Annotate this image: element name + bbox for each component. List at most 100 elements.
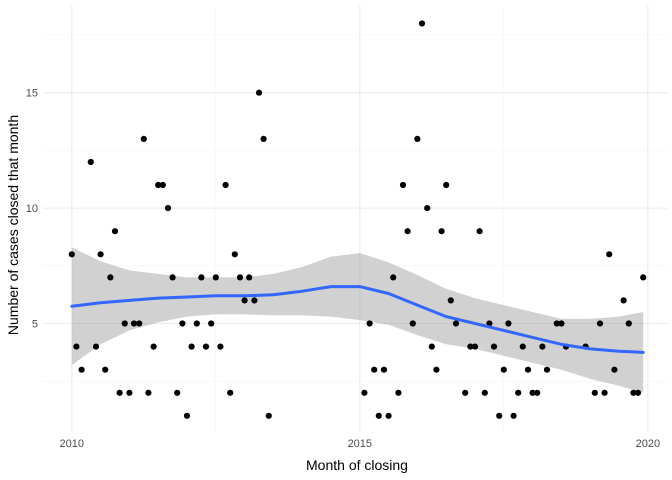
data-point	[164, 205, 172, 212]
data-point	[375, 412, 382, 419]
data-point	[222, 181, 229, 189]
data-point	[510, 412, 517, 419]
x-tick-label: 2020	[636, 438, 660, 450]
y-tick-label: 10	[26, 203, 38, 215]
data-point	[111, 228, 119, 235]
data-point	[116, 389, 123, 396]
data-point	[519, 343, 526, 350]
confidence-band-layer	[71, 247, 644, 393]
data-point	[395, 389, 402, 396]
data-point	[126, 389, 133, 396]
data-point	[174, 389, 181, 396]
data-point	[505, 320, 512, 327]
data-point	[481, 389, 488, 396]
data-point	[202, 343, 210, 350]
data-point	[606, 251, 613, 258]
data-point	[130, 320, 138, 327]
data-point	[188, 343, 195, 350]
data-point	[447, 297, 454, 304]
data-point	[361, 389, 368, 396]
data-point	[515, 389, 522, 396]
data-point	[424, 205, 431, 212]
data-point	[476, 228, 483, 235]
data-point	[390, 274, 397, 281]
data-point	[471, 343, 479, 350]
data-point	[601, 389, 608, 396]
data-point	[136, 320, 143, 327]
data-point	[534, 389, 541, 396]
data-point	[87, 158, 94, 166]
data-point	[198, 274, 205, 281]
data-point	[385, 412, 392, 419]
data-point	[438, 228, 445, 235]
data-point	[399, 181, 407, 189]
data-point	[107, 274, 114, 281]
data-point	[428, 343, 435, 350]
data-point	[179, 320, 186, 327]
data-point	[217, 343, 224, 350]
data-point	[145, 389, 152, 396]
data-point	[640, 274, 647, 281]
data-point	[366, 320, 373, 327]
data-point	[467, 343, 474, 350]
data-point	[169, 274, 176, 281]
data-point	[260, 135, 267, 142]
x-axis-title: Month of closing	[306, 457, 408, 473]
data-point	[102, 366, 109, 373]
data-point	[558, 320, 565, 327]
data-point	[246, 274, 253, 281]
data-point	[443, 181, 450, 189]
data-point	[630, 389, 637, 396]
data-point	[496, 412, 503, 419]
smooth-line-layer	[70, 285, 645, 354]
data-point	[150, 343, 157, 350]
data-point	[241, 297, 248, 304]
y-axis-title: Number of cases closed that month	[5, 115, 21, 335]
data-point	[121, 320, 128, 327]
data-point	[452, 320, 460, 327]
data-point	[251, 297, 258, 304]
y-tick-label: 5	[32, 319, 38, 331]
data-point	[433, 366, 440, 373]
data-point	[208, 320, 215, 327]
data-point	[596, 320, 604, 327]
data-point	[97, 251, 104, 258]
data-point	[68, 251, 75, 258]
data-point	[634, 389, 642, 396]
y-tick-label: 15	[26, 88, 38, 100]
data-point	[193, 320, 200, 327]
data-point	[155, 181, 162, 189]
data-point	[625, 320, 632, 327]
data-point	[265, 412, 272, 419]
data-point	[73, 343, 80, 350]
data-point	[231, 251, 238, 258]
data-point	[409, 320, 416, 327]
data-point	[212, 274, 219, 281]
tick-labels: 2010 2015 2020 5 10 15	[26, 88, 660, 450]
data-point	[524, 366, 532, 373]
data-point	[418, 20, 426, 27]
data-point	[414, 135, 421, 142]
data-point	[462, 389, 469, 396]
data-point	[255, 89, 263, 96]
data-point	[159, 181, 166, 189]
data-point	[380, 366, 388, 373]
data-point	[404, 228, 411, 235]
data-point	[92, 343, 100, 350]
data-point	[539, 343, 546, 350]
data-point	[227, 389, 234, 396]
confidence-band	[71, 247, 644, 393]
data-point	[78, 366, 85, 373]
data-point	[591, 389, 598, 396]
data-point	[543, 366, 551, 373]
data-point	[611, 366, 618, 373]
data-point	[553, 320, 560, 327]
data-point	[620, 297, 627, 304]
x-tick-label: 2010	[60, 438, 84, 450]
data-point	[140, 135, 147, 142]
smooth-trend-line	[70, 285, 645, 354]
data-point	[236, 274, 244, 281]
data-point	[529, 389, 536, 396]
data-point	[183, 412, 191, 419]
